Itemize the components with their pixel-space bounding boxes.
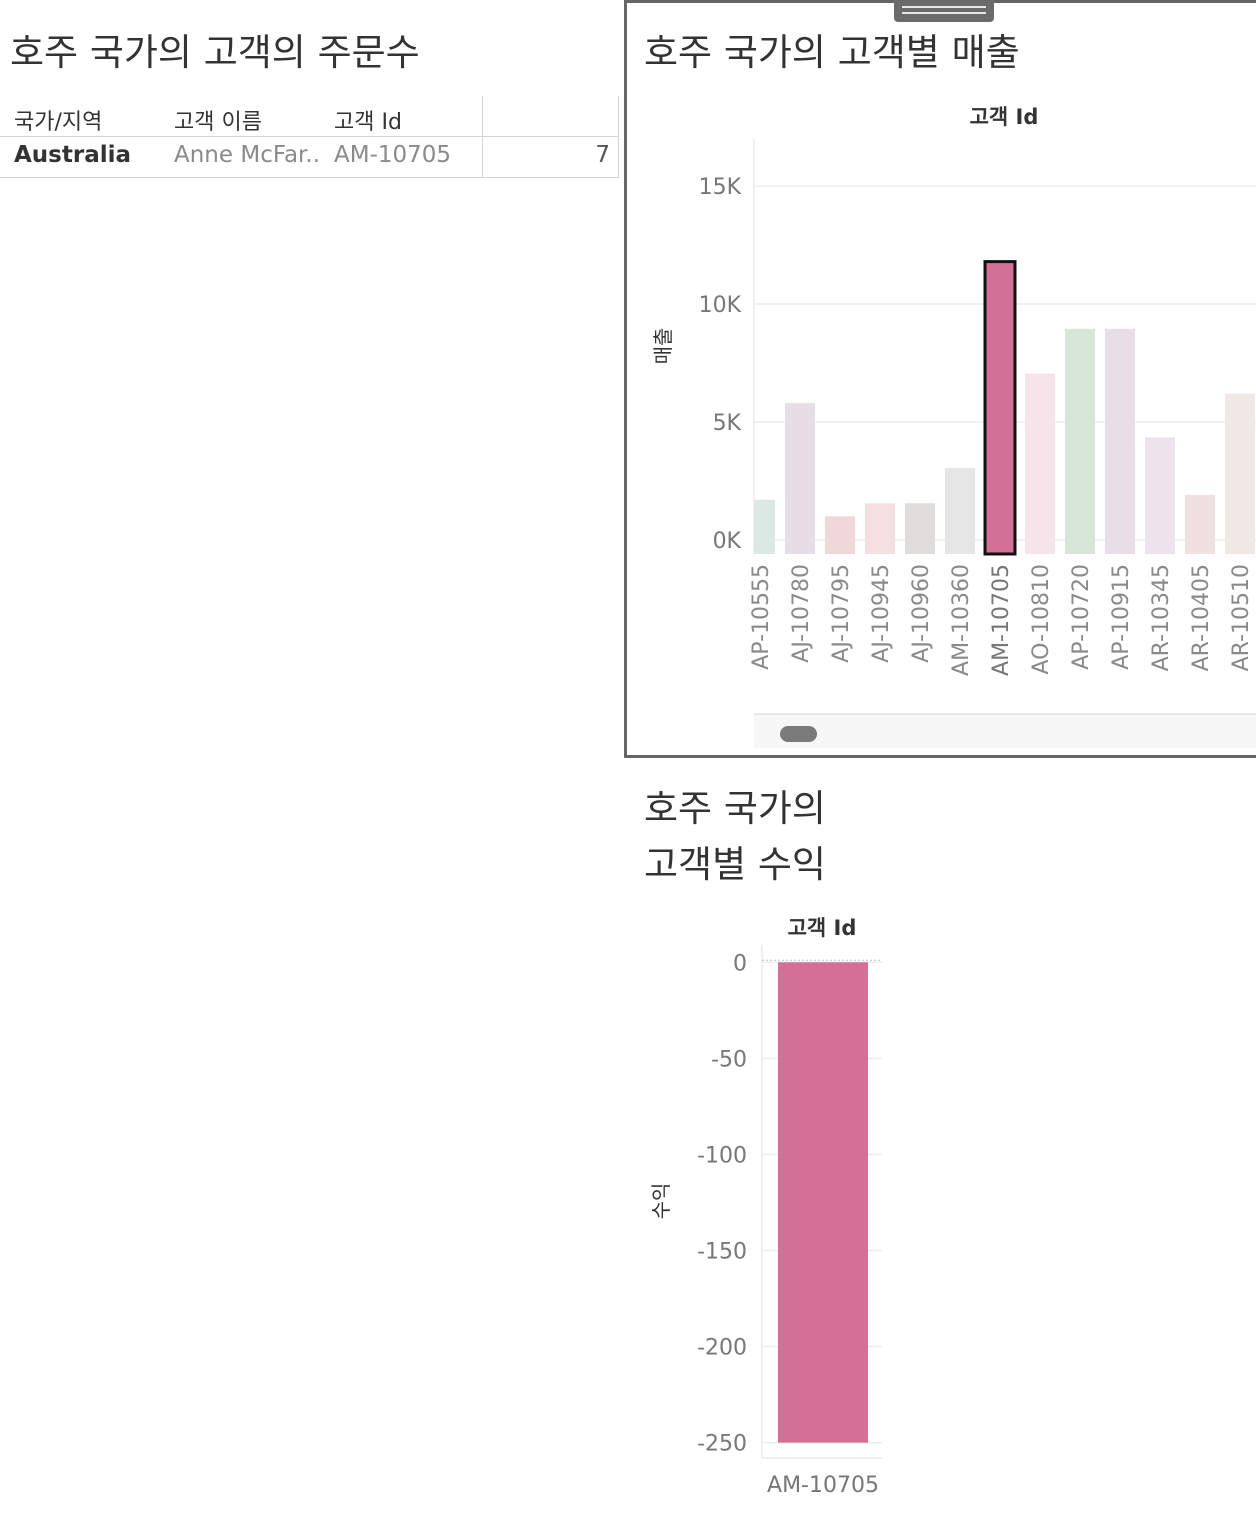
- profit-title-line1: 호주 국가의: [644, 787, 826, 830]
- profit-column-header: 고객 Id: [788, 916, 857, 940]
- sales-x-tick-label[interactable]: AJ-10780: [789, 564, 814, 663]
- profit-bar-am-10705[interactable]: [778, 962, 868, 1443]
- sales-bar-aj-10780[interactable]: [785, 403, 815, 554]
- sales-bar-ar-10510[interactable]: [1225, 393, 1255, 554]
- sales-y-tick-label: 10K: [699, 293, 742, 318]
- sales-bar-am-10360[interactable]: [945, 467, 975, 554]
- sales-y-axis-label: 매출: [651, 328, 675, 365]
- profit-y-tick-label: -200: [697, 1336, 747, 1361]
- table-divider: [482, 96, 483, 178]
- sales-x-tick-label[interactable]: AP-10555: [749, 564, 774, 670]
- profit-title-line2: 고객별 수익: [644, 843, 826, 886]
- sales-x-tick-label[interactable]: AM-10360: [949, 564, 974, 676]
- table-divider: [0, 177, 619, 178]
- table-divider: [618, 96, 619, 178]
- sales-bar-ar-10405[interactable]: [1185, 495, 1215, 554]
- profit-y-tick-label: 0: [733, 951, 747, 976]
- header-customer-name[interactable]: 고객 이름: [174, 110, 262, 135]
- sales-x-tick-label[interactable]: AJ-10795: [829, 564, 854, 663]
- profit-y-axis-label: 수익: [649, 1183, 673, 1220]
- sales-bar-ar-10345[interactable]: [1145, 437, 1175, 554]
- sales-panel: [624, 0, 1256, 758]
- sales-bar-aj-10945[interactable]: [865, 503, 895, 554]
- sales-bar-am-10705[interactable]: [983, 260, 1017, 556]
- header-country[interactable]: 국가/지역: [14, 110, 103, 135]
- sales-bar-ap-10555[interactable]: [754, 499, 775, 554]
- sales-y-tick-label: 0K: [713, 529, 742, 554]
- sales-x-tick-label[interactable]: AO-10810: [1029, 564, 1054, 675]
- profit-y-tick-label: -50: [711, 1047, 747, 1072]
- sales-x-tick-label[interactable]: AJ-10960: [909, 564, 934, 663]
- sales-chart: 고객 Id 매출 15K 10K 5K 0K AP-10555 AJ-10780 AJ-1…: [651, 105, 1256, 748]
- sales-x-tick-label[interactable]: AP-10720: [1069, 564, 1094, 670]
- cell-order-count[interactable]: 7: [595, 142, 610, 168]
- sales-y-tick-label: 15K: [699, 175, 742, 200]
- sales-y-tick-label: 5K: [713, 411, 742, 436]
- profit-y-tick-label: -100: [697, 1143, 747, 1168]
- profit-x-tick-label[interactable]: AM-10705: [767, 1473, 879, 1498]
- sales-x-tick-label[interactable]: AR-10405: [1189, 564, 1214, 671]
- sales-title: 호주 국가의 고객별 매출: [644, 31, 1020, 74]
- orders-title: 호주 국가의 고객의 주문수: [10, 31, 420, 74]
- sales-bar-ap-10915[interactable]: [1105, 328, 1135, 554]
- sales-x-tick-label[interactable]: AM-10705: [989, 564, 1014, 676]
- table-divider: [0, 136, 482, 137]
- drag-handle[interactable]: [894, 0, 994, 22]
- header-customer-id[interactable]: 고객 Id: [334, 110, 402, 135]
- profit-y-tick-label: -150: [697, 1239, 747, 1264]
- sales-column-header: 고객 Id: [970, 105, 1039, 129]
- sales-x-tick-label[interactable]: AP-10915: [1109, 564, 1134, 670]
- scrollbar-thumb[interactable]: [780, 726, 817, 742]
- sales-x-tick-label[interactable]: AJ-10945: [869, 564, 894, 663]
- sales-x-tick-label[interactable]: AR-10510: [1229, 564, 1254, 671]
- orders-table: 국가/지역 고객 이름 고객 Id Australia Anne McFar..…: [0, 96, 620, 180]
- scrollbar-track[interactable]: [754, 714, 1256, 748]
- cell-country[interactable]: Australia: [14, 142, 132, 168]
- table-divider: [482, 136, 619, 137]
- profit-y-tick-label: -250: [697, 1432, 747, 1457]
- cell-customer-id[interactable]: AM-10705: [334, 142, 452, 168]
- sales-x-tick-label[interactable]: AR-10345: [1149, 564, 1174, 671]
- sales-bar-ap-10720[interactable]: [1065, 328, 1095, 554]
- profit-chart: 고객 Id 수익 0 -50 -100 -150 -200 -250 AM-10705: [649, 916, 882, 1498]
- sales-bar-aj-10960[interactable]: [905, 503, 935, 554]
- sales-bar-aj-10795[interactable]: [825, 516, 855, 554]
- cell-customer-name[interactable]: Anne McFar..: [174, 142, 321, 168]
- sales-bar-ao-10810[interactable]: [1025, 373, 1055, 554]
